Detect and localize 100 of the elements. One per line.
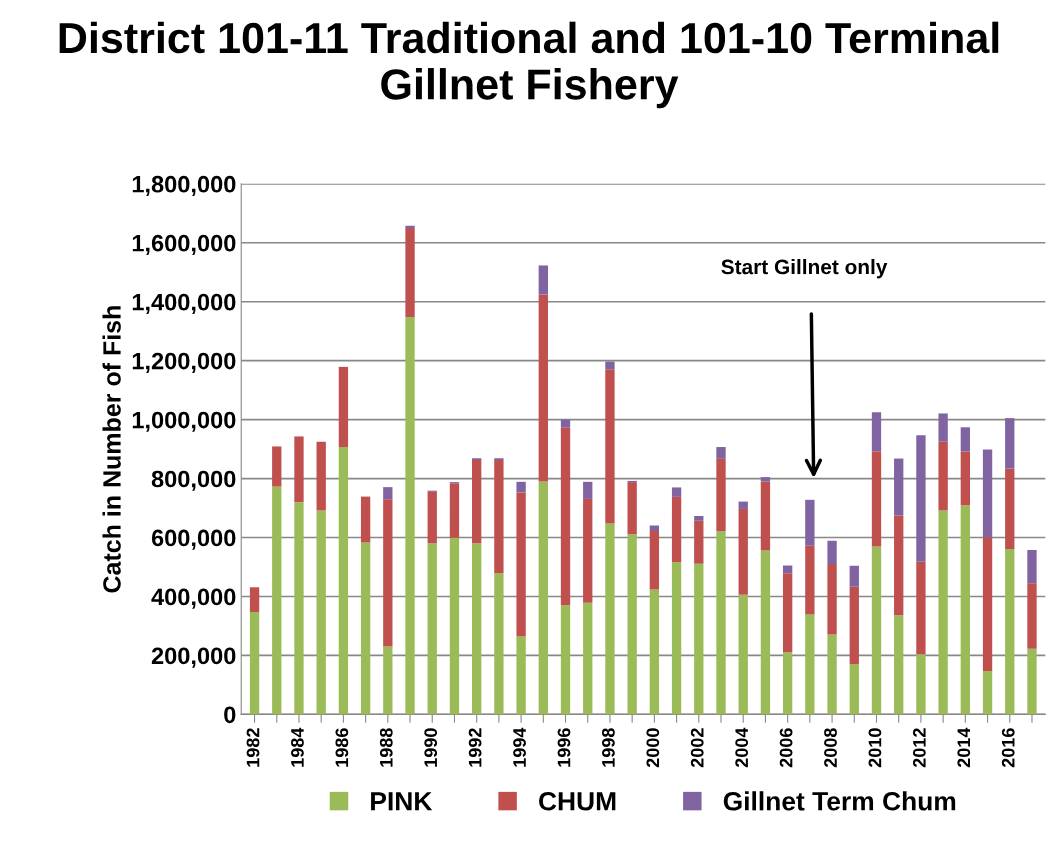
x-tick-label: 2010 [868, 728, 882, 768]
bar [960, 451, 970, 506]
x-tick-label: 1988 [379, 728, 393, 767]
y-tick-label: 1,800,000 [132, 175, 236, 197]
bar [805, 614, 815, 715]
bar [605, 369, 615, 524]
bar [871, 451, 882, 547]
bar [827, 540, 837, 565]
bar [738, 594, 748, 715]
bar [938, 413, 948, 442]
y-tick-label: 0 [224, 706, 236, 724]
y-tick-label: 600,000 [151, 529, 236, 550]
bar [894, 515, 904, 616]
bar [383, 646, 393, 715]
bar [627, 482, 637, 535]
bar [782, 652, 793, 715]
legend-label: CHUM [539, 791, 616, 811]
bar [360, 496, 371, 543]
y-tick-label: 1,000,000 [132, 411, 236, 432]
bar [583, 498, 593, 603]
bar [894, 458, 904, 516]
bar [671, 487, 682, 497]
bar [560, 605, 571, 715]
bar [827, 634, 837, 715]
bar [716, 447, 726, 459]
bar [760, 481, 771, 551]
bar [782, 573, 793, 653]
x-tick-label: 1986 [335, 728, 349, 767]
x-tick-label: 2002 [690, 728, 704, 768]
bar [738, 501, 748, 509]
legend-label: PINK [371, 792, 433, 811]
bar [827, 564, 837, 635]
bar [805, 499, 815, 546]
bar [916, 561, 926, 655]
x-tick-label: 2004 [735, 727, 749, 768]
bar [560, 419, 571, 428]
y-tick-label: 1,200,000 [132, 352, 236, 373]
bar [405, 225, 415, 229]
x-tick-label: 2000 [646, 728, 660, 768]
bar [916, 435, 926, 562]
bar [583, 481, 593, 499]
bar [849, 664, 859, 715]
bar [1005, 468, 1015, 550]
bar [316, 510, 326, 715]
bar [294, 502, 304, 715]
bar [1005, 418, 1015, 469]
bar [649, 525, 660, 532]
bar [1005, 549, 1015, 715]
x-tick-label: 2008 [824, 728, 837, 768]
bar [849, 565, 859, 587]
bar [449, 537, 460, 715]
bar [649, 531, 660, 590]
y-tick-label: 200,000 [151, 647, 236, 668]
x-tick-label: 2012 [912, 728, 926, 768]
bar [272, 486, 282, 715]
bar [360, 542, 371, 715]
bar [694, 520, 704, 564]
bar [249, 612, 260, 715]
bar [1027, 549, 1037, 584]
bar [538, 265, 548, 295]
bar [671, 496, 682, 563]
x-tick-label: 1992 [468, 728, 482, 767]
x-tick-label: 1998 [602, 728, 615, 767]
bar [516, 481, 526, 493]
y-tick-label: 1,600,000 [132, 234, 236, 255]
bar [960, 505, 970, 715]
bar [538, 294, 548, 482]
x-tick-label: 2014 [957, 727, 971, 768]
bar [560, 427, 571, 606]
bar [649, 589, 660, 715]
bar [338, 366, 349, 448]
bar [938, 441, 948, 511]
bar [760, 550, 771, 715]
bar [338, 447, 349, 715]
chart-title: District 101-11 Traditional and 101-10 Terminal Gillnet Fishery [59, 21, 999, 109]
bar [760, 477, 771, 482]
bar [583, 602, 593, 715]
bar [982, 671, 993, 715]
x-tick-label: 1990 [424, 728, 438, 767]
bar [516, 492, 526, 637]
bar [716, 458, 726, 532]
annotation: Start Gillnet only [721, 258, 888, 279]
bar [1027, 583, 1037, 649]
bar [916, 654, 926, 715]
bar [849, 586, 859, 665]
bar [494, 572, 504, 715]
y-tick-label: 1,400,000 [132, 293, 236, 314]
x-tick-label: 1994 [513, 727, 526, 767]
bar [383, 499, 393, 647]
bar [605, 361, 615, 370]
bar [716, 531, 726, 715]
bar [294, 436, 304, 503]
bar [449, 483, 460, 538]
bar [405, 317, 415, 715]
bar [405, 228, 415, 318]
bar [871, 546, 882, 715]
bar [427, 491, 437, 544]
bar [627, 534, 637, 715]
bar [960, 427, 970, 452]
bar [427, 543, 437, 715]
